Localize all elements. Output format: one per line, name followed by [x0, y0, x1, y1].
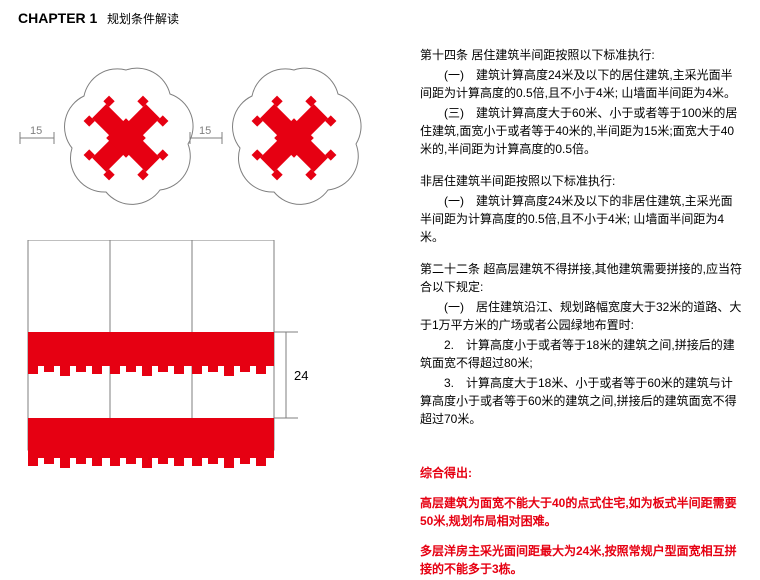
article-22-2: 2. 计算高度小于或者等于18米的建筑之间,拼接后的建筑面宽不得超过80米;	[420, 336, 742, 372]
conclusion-2: 多层洋房主采光面间距最大为24米,按照常规户型面宽相互拼接的不能多于3栋。	[420, 542, 742, 578]
building-diagram-bottom: 24	[18, 240, 358, 490]
article-22-head: 第二十二条 超高层建筑不得拼接,其他建筑需要拼接的,应当符合以下规定:	[420, 260, 742, 296]
article-22-3: 3. 计算高度大于18米、小于或者等于60米的建筑与计算高度小于或者等于60米的…	[420, 374, 742, 428]
right-text-column: 第十四条 居住建筑半间距按照以下标准执行: (一) 建筑计算高度24米及以下的居…	[420, 46, 742, 580]
chapter-label: CHAPTER 1	[18, 10, 97, 26]
article-22-1: (一) 居住建筑沿江、规划路幅宽度大于32米的道路、大于1万平方米的广场或者公园…	[420, 298, 742, 334]
article-14-1: (一) 建筑计算高度24米及以下的居住建筑,主采光面半间距为计算高度的0.5倍,…	[420, 66, 742, 102]
left-dim-label: 15	[30, 125, 42, 137]
cloud-left	[65, 68, 194, 204]
nonres-1: (一) 建筑计算高度24米及以下的非居住建筑,主采光面半间距为计算高度的0.5倍…	[420, 192, 742, 246]
conclusion-1: 高层建筑为面宽不能大于40的点式住宅,如为板式半间距需要50米,规划布局相对困难…	[420, 494, 742, 530]
cloud-right	[233, 68, 362, 204]
height-dim-label: 24	[294, 368, 308, 383]
spacing-diagram-top: 15	[18, 60, 370, 210]
article-14-head: 第十四条 居住建筑半间距按照以下标准执行:	[420, 46, 742, 64]
left-diagram-column: 15	[18, 60, 378, 490]
red-band-top	[28, 332, 274, 376]
nonres-head: 非居住建筑半间距按照以下标准执行:	[420, 172, 742, 190]
center-dim-label: 15	[199, 125, 211, 137]
article-14-3: (三) 建筑计算高度大于60米、小于或者等于100米的居住建筑,面宽小于或者等于…	[420, 104, 742, 158]
conclusion-head: 综合得出:	[420, 464, 742, 482]
red-band-bottom	[28, 418, 274, 468]
page-header: CHAPTER 1 规划条件解读	[0, 0, 760, 27]
chapter-subtitle: 规划条件解读	[107, 12, 179, 26]
